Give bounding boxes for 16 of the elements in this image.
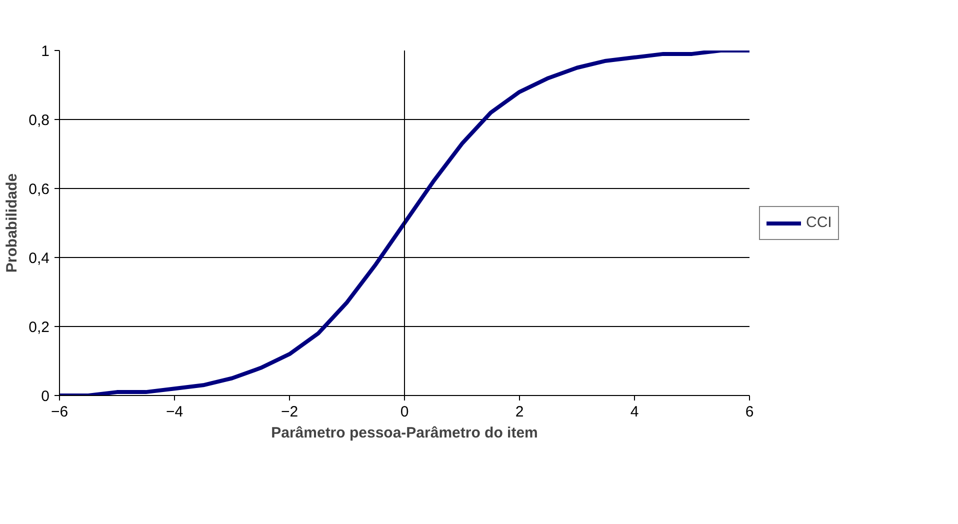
x-tick-label: −6 — [50, 404, 68, 420]
y-tick-label: 0,2 — [28, 319, 50, 336]
x-tick-label: −4 — [166, 404, 184, 420]
y-tick-label: 1 — [41, 43, 50, 60]
legend-label: CCI — [806, 214, 832, 231]
x-tick-label: 6 — [745, 404, 754, 420]
y-tick-label: 0,4 — [28, 250, 50, 267]
x-tick-label: 2 — [515, 404, 524, 420]
y-axis-title: Probabilidade — [4, 173, 21, 273]
y-tick-label: 0,8 — [28, 112, 50, 129]
x-tick-label: 4 — [630, 404, 639, 420]
x-tick-label: 0 — [400, 404, 409, 420]
x-axis-title: Parâmetro pessoa-Parâmetro do item — [271, 424, 538, 442]
y-tick-label: 0 — [41, 388, 50, 405]
y-tick-label: 0,6 — [28, 181, 50, 198]
x-tick-label: −2 — [280, 404, 298, 420]
